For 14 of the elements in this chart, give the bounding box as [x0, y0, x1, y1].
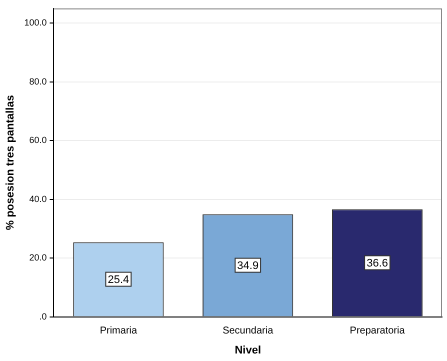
data-label: 36.6	[366, 257, 388, 270]
y-tick-label: 40.0	[29, 194, 47, 204]
y-tick-label: 100.0	[24, 18, 47, 28]
x-tick-label: Primaria	[100, 326, 138, 337]
y-tick-label: 80.0	[29, 76, 47, 86]
x-tick-label: Secundaria	[222, 326, 274, 337]
data-label: 25.4	[108, 274, 130, 286]
x-tick-label: Preparatoria	[350, 326, 406, 337]
data-label: 34.9	[237, 260, 259, 272]
y-axis-title: % posesion tres pantallas	[4, 95, 17, 230]
x-axis-title: Nivel	[234, 344, 262, 356]
y-tick-label: 60.0	[29, 135, 47, 146]
y-tick-label: .0	[39, 311, 47, 322]
y-tick-label: 20.0	[29, 252, 47, 263]
